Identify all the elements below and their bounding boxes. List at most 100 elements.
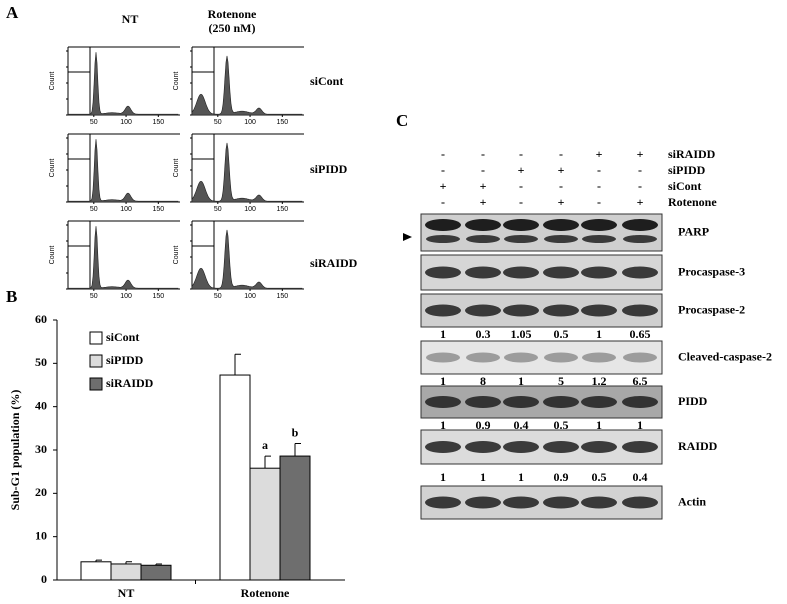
band bbox=[543, 219, 579, 231]
legend-label: siPIDD bbox=[106, 353, 144, 367]
band bbox=[543, 396, 579, 408]
treatment-label: siPIDD bbox=[668, 163, 706, 177]
band bbox=[466, 352, 500, 363]
band bbox=[503, 304, 539, 317]
x-tick-label: 100 bbox=[120, 119, 132, 126]
band bbox=[623, 352, 657, 363]
panel-label: C bbox=[396, 111, 408, 130]
x-tick-label: 150 bbox=[152, 293, 164, 300]
column-header: Rotenone bbox=[208, 7, 257, 21]
treatment-sign: + bbox=[518, 163, 525, 177]
significance-label: b bbox=[292, 425, 299, 439]
histogram bbox=[191, 55, 303, 116]
band bbox=[543, 496, 579, 509]
band bbox=[425, 219, 461, 231]
histogram-axes bbox=[67, 46, 180, 116]
x-tick-label: 100 bbox=[244, 119, 256, 126]
quantification: 0.5 bbox=[554, 327, 569, 341]
band bbox=[622, 304, 658, 317]
treatment-sign: - bbox=[481, 163, 485, 177]
error-bar bbox=[234, 353, 241, 376]
treatment-sign: - bbox=[559, 147, 563, 161]
bar bbox=[110, 563, 142, 581]
x-tick-label: 150 bbox=[152, 206, 164, 213]
band bbox=[465, 304, 501, 317]
panel-label: A bbox=[6, 3, 19, 22]
y-axis-label: Sub-G1 population (%) bbox=[8, 390, 22, 511]
histogram bbox=[67, 52, 179, 116]
histogram bbox=[67, 139, 179, 203]
quantification: 1.2 bbox=[592, 374, 607, 388]
band bbox=[503, 219, 539, 231]
quantification: 1 bbox=[518, 470, 524, 484]
x-tick-label: 100 bbox=[244, 293, 256, 300]
treatment-label: Rotenone bbox=[668, 195, 717, 209]
band bbox=[622, 396, 658, 408]
blot bbox=[420, 293, 663, 328]
histogram bbox=[191, 229, 303, 290]
blot-label: Procaspase-2 bbox=[678, 302, 745, 316]
treatment-sign: - bbox=[481, 147, 485, 161]
quantification: 0.5 bbox=[592, 470, 607, 484]
arrow bbox=[403, 233, 412, 241]
band bbox=[425, 266, 461, 279]
x-tick-label: 50 bbox=[214, 206, 222, 213]
band bbox=[581, 266, 617, 279]
x-tick-label: 150 bbox=[276, 119, 288, 126]
x-tick-label: 50 bbox=[214, 293, 222, 300]
x-tick-label: Rotenone bbox=[241, 586, 290, 600]
quantification: 0.4 bbox=[633, 470, 648, 484]
band bbox=[465, 219, 501, 231]
band bbox=[503, 496, 539, 509]
bar bbox=[219, 374, 251, 581]
band bbox=[425, 396, 461, 408]
column-header: (250 nM) bbox=[209, 21, 256, 35]
histogram-axes bbox=[67, 133, 180, 203]
quantification: 1 bbox=[480, 470, 486, 484]
row-label: siRAIDD bbox=[310, 256, 358, 270]
quantification: 1 bbox=[440, 470, 446, 484]
row-label: siPIDD bbox=[310, 162, 348, 176]
blot bbox=[420, 340, 663, 375]
y-tick-label: 60 bbox=[35, 312, 47, 326]
quantification: 6.5 bbox=[633, 374, 648, 388]
band bbox=[466, 235, 500, 243]
blot bbox=[420, 485, 663, 520]
band bbox=[465, 496, 501, 509]
band bbox=[503, 441, 539, 453]
legend-label: siCont bbox=[106, 330, 139, 344]
histogram-axes bbox=[67, 220, 180, 290]
band bbox=[544, 235, 578, 243]
treatment-sign: - bbox=[638, 163, 642, 177]
treatment-sign: - bbox=[597, 195, 601, 209]
band bbox=[465, 266, 501, 279]
y-tick-label: 10 bbox=[35, 528, 47, 542]
y-tick-label: 50 bbox=[35, 355, 47, 369]
x-tick-label: 100 bbox=[120, 206, 132, 213]
bar bbox=[249, 467, 281, 581]
legend-swatch bbox=[89, 354, 103, 368]
y-axis-label: Count bbox=[173, 246, 180, 265]
y-axis-label: Count bbox=[173, 159, 180, 178]
band bbox=[543, 304, 579, 317]
band bbox=[622, 219, 658, 231]
treatment-sign: - bbox=[441, 163, 445, 177]
blot bbox=[420, 385, 663, 419]
blot-label: Cleaved-caspase-2 bbox=[678, 349, 772, 363]
significance-label: a bbox=[262, 438, 268, 452]
x-tick-label: 50 bbox=[90, 293, 98, 300]
treatment-label: siRAIDD bbox=[668, 147, 716, 161]
bar bbox=[80, 561, 112, 581]
band bbox=[465, 396, 501, 408]
band bbox=[582, 235, 616, 243]
x-tick-label: 50 bbox=[90, 206, 98, 213]
y-tick-label: 0 bbox=[41, 572, 47, 586]
quantification: 0.65 bbox=[630, 327, 651, 341]
y-axis-label: Count bbox=[49, 159, 56, 178]
band bbox=[543, 266, 579, 279]
quantification: 1 bbox=[518, 374, 524, 388]
panel-label: B bbox=[6, 287, 17, 306]
bar bbox=[140, 564, 172, 581]
blot-label: PARP bbox=[678, 224, 709, 238]
blot-label: PIDD bbox=[678, 394, 708, 408]
